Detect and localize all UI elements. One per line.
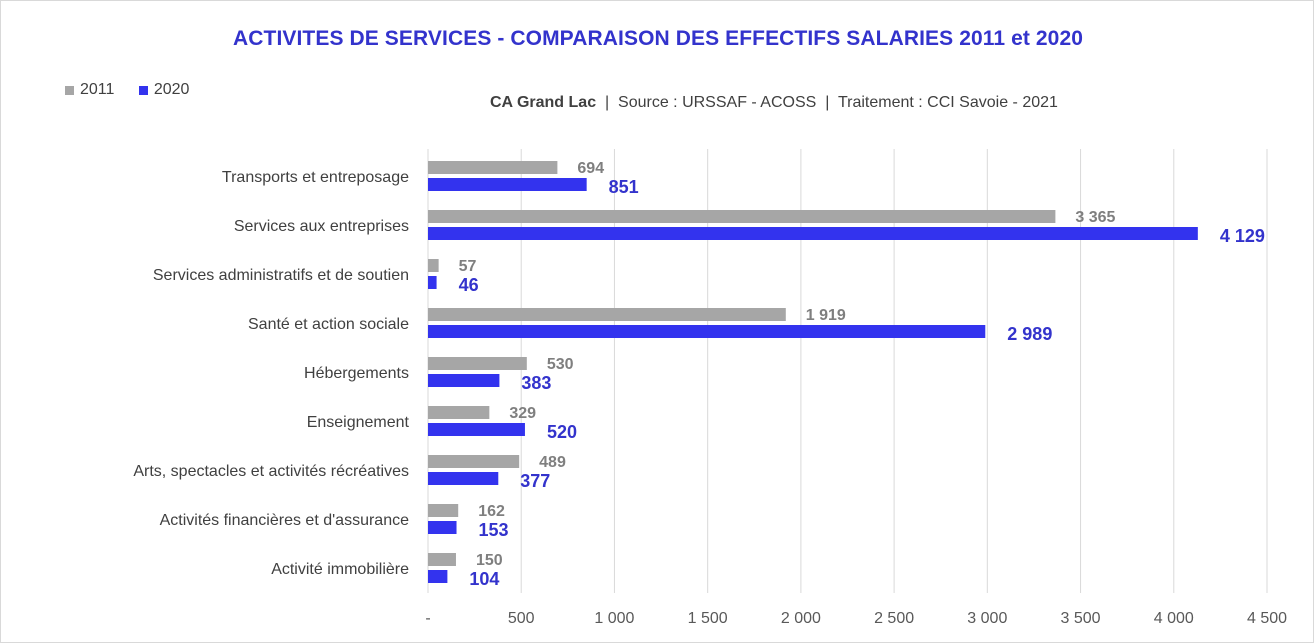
bar-2020 <box>428 423 525 436</box>
legend: 2011 2020 <box>65 81 209 100</box>
category-label: Arts, spectacles et activités récréative… <box>133 463 409 480</box>
legend-label-2020: 2020 <box>153 81 190 98</box>
data-label-2011: 1 919 <box>806 307 846 324</box>
bar-2020 <box>428 227 1198 240</box>
bar-2011 <box>428 308 786 321</box>
x-tick-label: 500 <box>508 610 535 627</box>
bar-2020 <box>428 374 500 387</box>
data-label-2020: 2 989 <box>1007 324 1052 344</box>
data-label-2011: 530 <box>547 356 574 373</box>
bar-2011 <box>428 161 558 174</box>
bar-2011 <box>428 259 439 272</box>
category-label: Enseignement <box>307 414 410 431</box>
bar-2020 <box>428 570 448 583</box>
x-tick-label: 1 000 <box>594 610 634 627</box>
legend-swatch-2020 <box>138 85 148 95</box>
data-label-2011: 150 <box>476 552 503 569</box>
data-label-2011: 57 <box>459 258 477 275</box>
x-tick-label: 1 500 <box>688 610 728 627</box>
category-label: Hébergements <box>304 365 409 382</box>
labels: - 500 1 000 1 500 2 000 2 500 3 000 3 500 4 000 4… <box>133 160 1287 627</box>
category-label: Services aux entreprises <box>234 218 409 235</box>
data-label-2011: 489 <box>539 454 566 471</box>
data-label-2020: 4 129 <box>1220 226 1265 246</box>
bar-2011 <box>428 357 527 370</box>
data-label-2011: 162 <box>478 503 505 520</box>
bar-2020 <box>428 178 587 191</box>
data-label-2020: 153 <box>479 520 509 540</box>
category-label: Santé et action sociale <box>248 316 409 333</box>
data-label-2020: 520 <box>547 422 577 442</box>
bar-2011 <box>428 455 520 468</box>
x-tick-label: 3 000 <box>967 610 1007 627</box>
legend-label-2011: 2011 <box>80 81 115 98</box>
x-tick-label: 2 000 <box>781 610 821 627</box>
subtitle-separator: | <box>604 94 610 111</box>
category-label: Activité immobilière <box>271 561 409 578</box>
data-label-2020: 377 <box>520 471 550 491</box>
x-tick-label: 3 500 <box>1061 610 1101 627</box>
chart-subtitle: CA Grand Lac | Source : URSSAF - ACOSS |… <box>490 94 1058 112</box>
bar-2020 <box>428 472 499 485</box>
legend-item-2011: 2011 <box>65 81 114 99</box>
x-tick-label: 2 500 <box>874 610 914 627</box>
bars <box>428 161 1198 583</box>
subtitle-source: Source : URSSAF - ACOSS <box>618 94 817 111</box>
x-tick-label: 4 500 <box>1247 610 1287 627</box>
bar-2020 <box>428 325 986 338</box>
subtitle-region: CA Grand Lac <box>490 94 597 111</box>
bar-2011 <box>428 210 1056 223</box>
legend-item-2020: 2020 <box>138 81 190 99</box>
data-label-2020: 104 <box>469 569 499 589</box>
data-label-2011: 329 <box>509 405 536 422</box>
x-tick-label: 4 000 <box>1154 610 1194 627</box>
legend-swatch-2011 <box>65 85 74 95</box>
data-label-2011: 694 <box>577 160 604 177</box>
data-label-2020: 383 <box>521 373 551 393</box>
chart-title: ACTIVITES DE SERVICES - COMPARAISON DES … <box>232 27 1084 50</box>
bar-2011 <box>428 504 459 517</box>
x-tick-label: - <box>425 610 430 627</box>
data-label-2020: 46 <box>459 275 479 295</box>
category-label: Transports et entreposage <box>222 169 409 186</box>
bar-2011 <box>428 406 490 419</box>
subtitle-separator: | <box>825 94 830 111</box>
category-label: Activités financières et d'assurance <box>160 512 410 529</box>
subtitle-treatment: Traitement : CCI Savoie - 2021 <box>837 94 1058 111</box>
bar-2011 <box>428 553 456 566</box>
bar-2020 <box>428 521 457 534</box>
data-label-2011: 3 365 <box>1075 209 1115 226</box>
category-label: Services administratifs et de soutien <box>153 267 409 284</box>
data-label-2020: 851 <box>609 177 639 197</box>
bar-2020 <box>428 276 437 289</box>
